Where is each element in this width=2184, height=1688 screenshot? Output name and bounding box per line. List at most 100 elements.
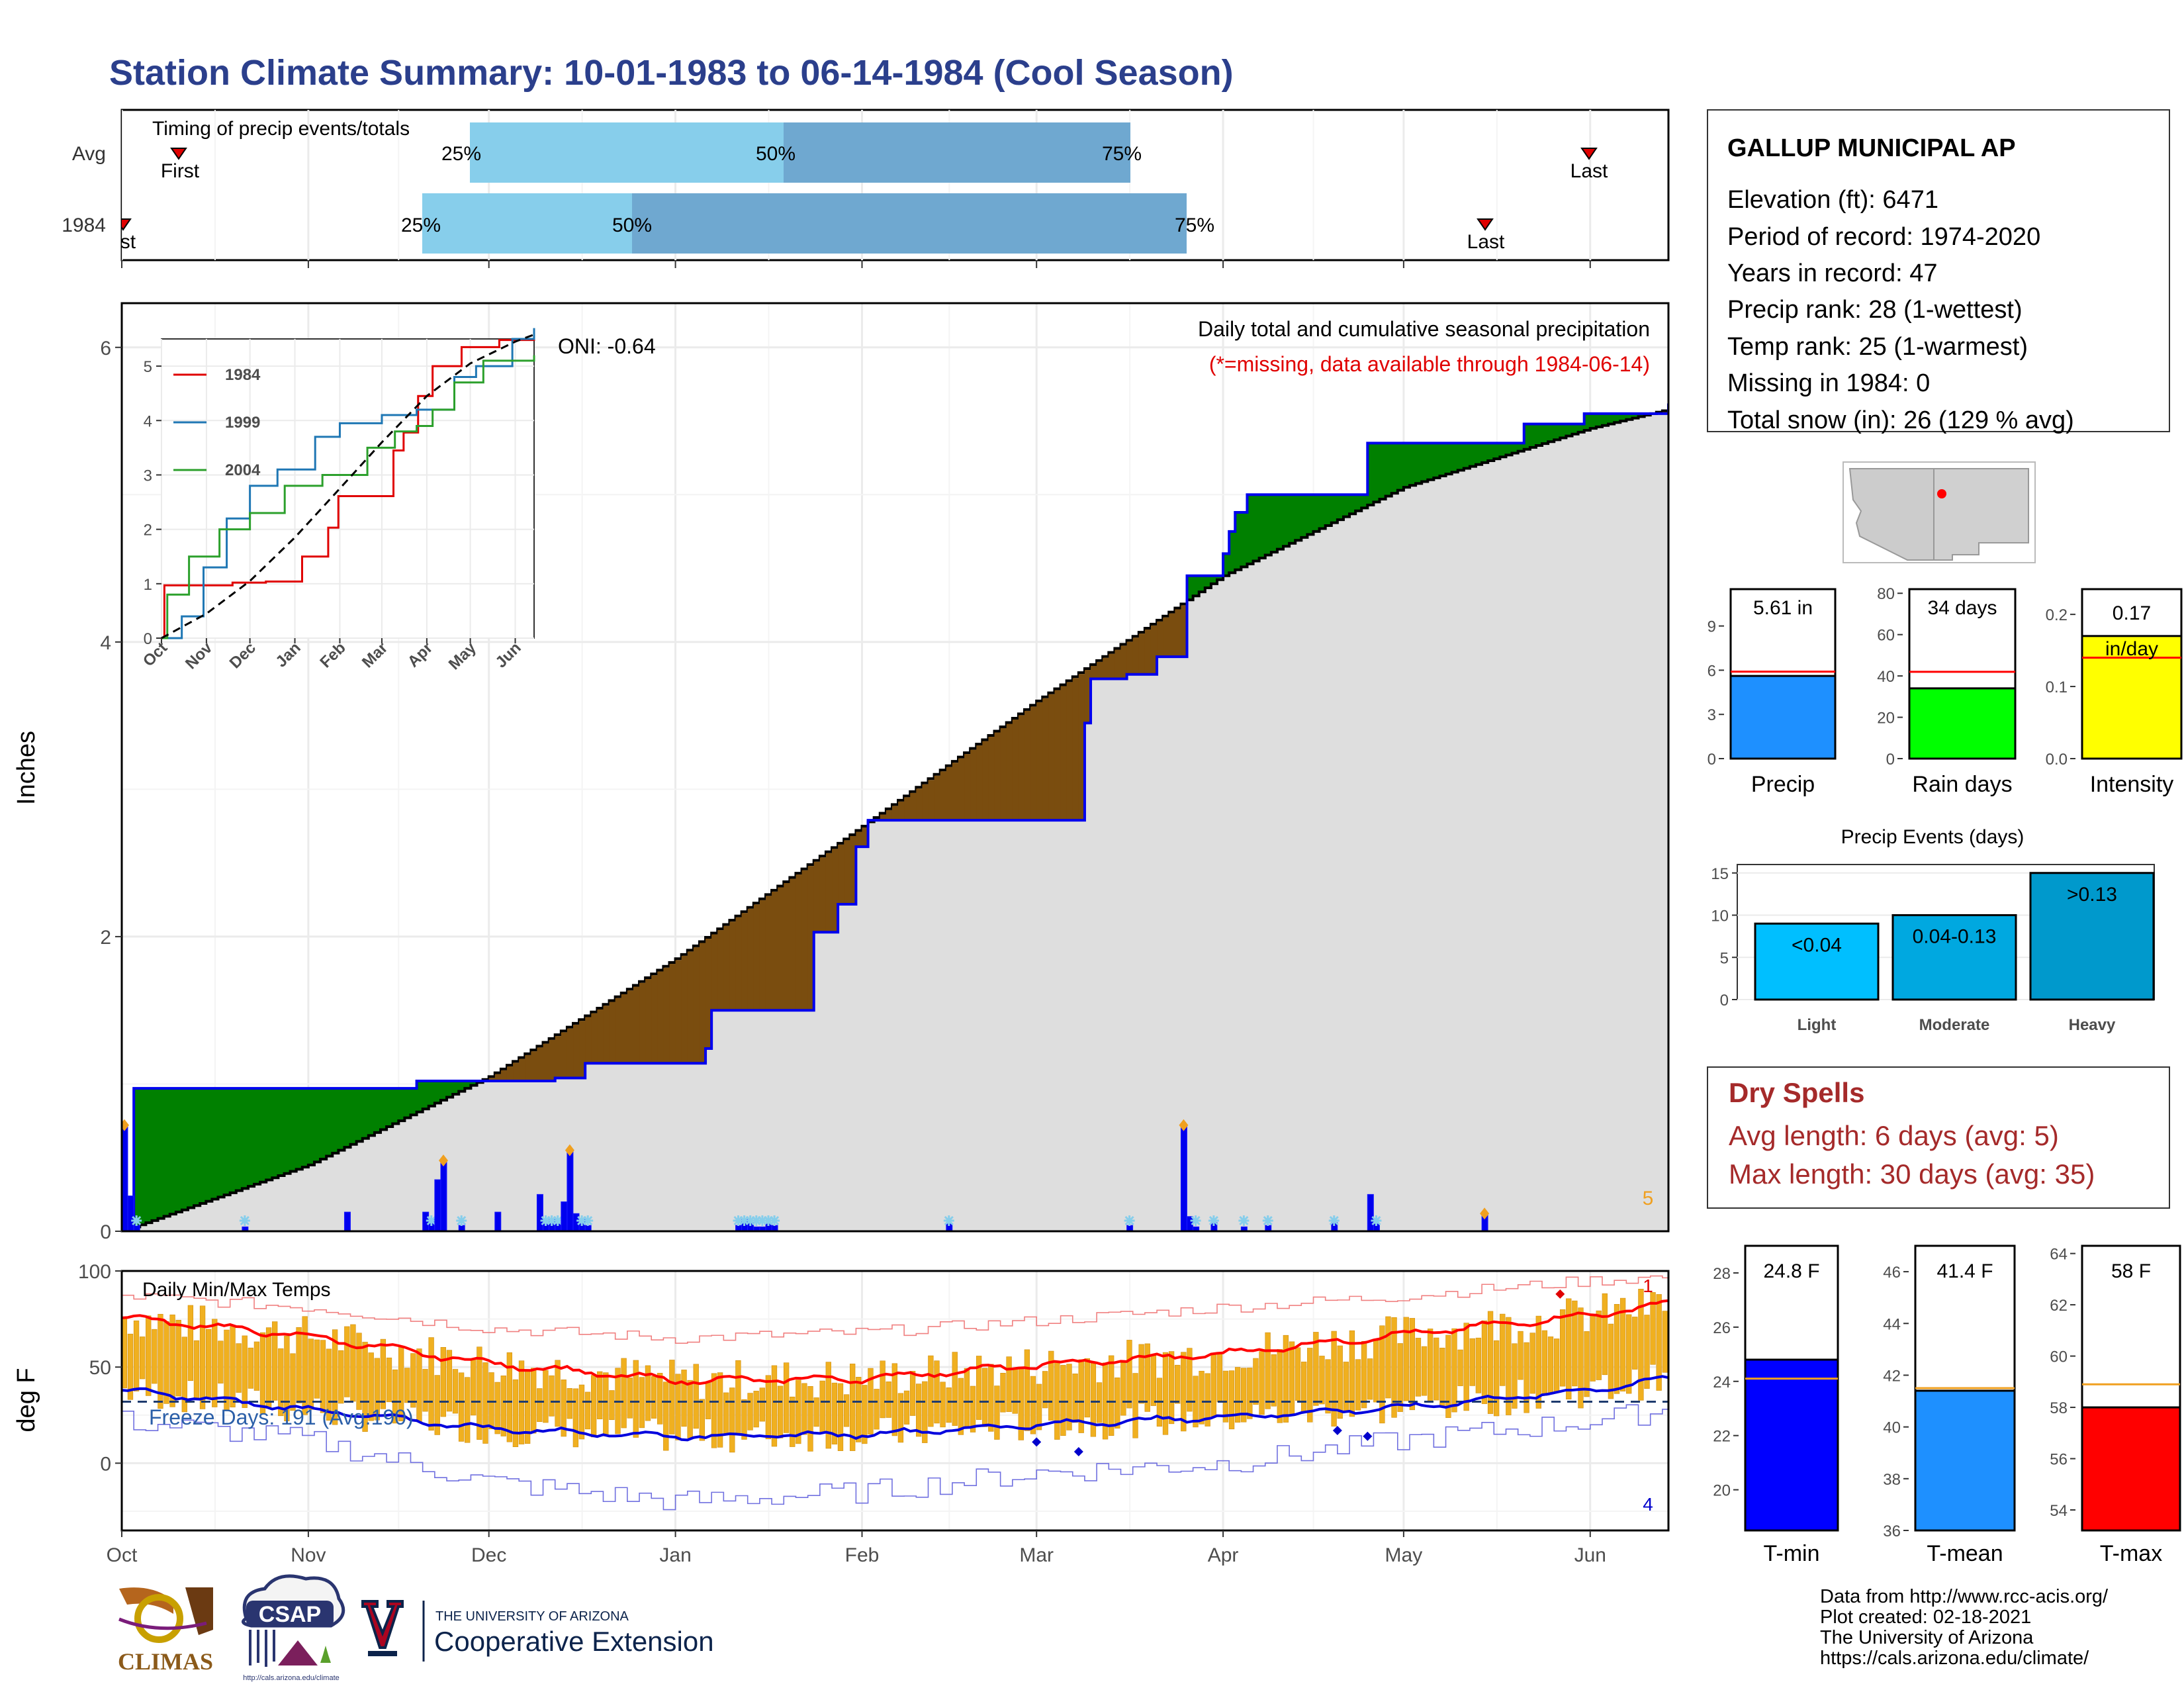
events-title: Precip Events (days)	[1841, 826, 2025, 848]
below-average-fill	[741, 913, 749, 1011]
daily-temp-range-bar	[253, 1341, 260, 1391]
above-average-fill	[194, 1088, 201, 1206]
bar-ytick-label: 80	[1877, 585, 1895, 603]
daily-temp-range-bar	[584, 1391, 591, 1430]
events-bar-heavy	[2029, 872, 2155, 1001]
daily-temp-range-bar	[380, 1338, 387, 1409]
events-category-label: Moderate	[1919, 1016, 1990, 1034]
below-average-fill	[759, 900, 766, 1011]
above-average-fill	[1626, 413, 1633, 420]
daily-temp-range-bar	[1072, 1374, 1078, 1423]
temp-bar-ytick-label: 36	[1883, 1523, 1901, 1540]
snow-icon	[745, 1215, 756, 1226]
below-average-fill	[825, 853, 833, 933]
daily-temp-range-bar	[663, 1382, 669, 1451]
below-average-fill	[506, 1066, 514, 1082]
station-temp-rank: Temp rank: 25 (1-warmest)	[1727, 333, 2028, 361]
daily-temp-range-bar	[891, 1363, 897, 1436]
below-average-fill	[1097, 661, 1103, 679]
below-average-fill	[747, 908, 754, 1011]
daily-temp-range-bar	[578, 1384, 585, 1440]
daily-temp-range-bar	[934, 1360, 940, 1424]
daily-temp-range-bar	[669, 1360, 675, 1434]
daily-temp-range-bar	[368, 1352, 374, 1421]
daily-temp-range-bar	[1391, 1317, 1397, 1418]
daily-temp-range-bar	[1144, 1343, 1150, 1412]
below-average-fill	[735, 917, 743, 1011]
daily-temp-range-bar	[1000, 1372, 1006, 1413]
daily-temp-range-bar	[862, 1385, 868, 1444]
daily-temp-range-bar	[777, 1385, 784, 1438]
temp-bar-ytick-label: 54	[2050, 1502, 2068, 1520]
below-average-fill	[615, 998, 622, 1064]
oni-label: ONI: -0.64	[558, 334, 656, 358]
temp-ylabel: deg F	[13, 1368, 40, 1432]
below-average-fill	[573, 1024, 580, 1078]
daily-temp-range-bar	[1535, 1315, 1541, 1409]
daily-temp-range-bar	[723, 1392, 729, 1435]
events-ytick-label: 15	[1711, 865, 1729, 883]
month-label: Dec	[471, 1544, 506, 1566]
daily-temp-range-bar	[224, 1329, 230, 1411]
daily-temp-range-bar	[843, 1394, 850, 1427]
daily-temp-range-bar	[1409, 1318, 1416, 1411]
below-average-fill	[567, 1028, 574, 1078]
below-average-fill	[1126, 641, 1134, 675]
events-bar-label: 0.04-0.13	[1913, 926, 1997, 948]
above-average-fill	[188, 1088, 195, 1208]
station-years: Years in record: 47	[1727, 259, 1938, 287]
events-ytick-label: 0	[1720, 992, 1729, 1009]
station-period: Period of record: 1974-2020	[1727, 223, 2040, 251]
snow-icon	[1371, 1215, 1382, 1226]
daily-temp-range-bar	[988, 1364, 994, 1432]
above-average-fill	[175, 1088, 183, 1212]
above-average-fill	[296, 1088, 303, 1170]
daily-temp-range-bar	[440, 1347, 446, 1417]
daily-temp-range-bar	[344, 1326, 350, 1397]
precip-ytick-label: 6	[100, 338, 111, 359]
daily-temp-range-bar	[922, 1381, 928, 1443]
daily-temp-range-bar	[543, 1370, 549, 1423]
station-total-snow: Total snow (in): 26 (129 % avg)	[1727, 406, 2074, 434]
locator-map	[1843, 461, 2036, 563]
temp-bar-value-label: 24.8 F	[1763, 1260, 1819, 1282]
above-average-fill	[1331, 494, 1338, 523]
daily-temp-range-bar	[1590, 1315, 1596, 1382]
record-temp-marker	[1555, 1289, 1565, 1299]
heavy-event-marker	[1480, 1207, 1490, 1220]
precip-corner-count: 5	[1643, 1188, 1654, 1209]
below-average-fill	[790, 878, 797, 1011]
above-average-fill	[410, 1088, 418, 1115]
daily-temp-range-bar	[1433, 1337, 1439, 1401]
above-average-fill	[236, 1088, 243, 1191]
timing-1984-q2-bar	[632, 193, 1187, 254]
timing-avg-p50-label: 50%	[756, 143, 796, 165]
daily-temp-range-bar	[494, 1382, 500, 1434]
daily-temp-range-bar	[1656, 1294, 1662, 1391]
bar-name-label: Precip	[1751, 772, 1815, 797]
csap-url: http://cals.arizona.edu/climate	[243, 1674, 340, 1682]
above-average-fill	[272, 1088, 279, 1178]
record-temp-marker	[1032, 1437, 1042, 1447]
daily-temp-range-bar	[350, 1324, 356, 1402]
below-average-fill	[922, 784, 929, 821]
below-average-fill	[891, 806, 899, 821]
below-average-fill	[549, 1039, 556, 1082]
inset-average-line	[161, 334, 535, 639]
below-average-fill	[687, 951, 694, 1064]
daily-temp-range-bar	[590, 1375, 597, 1438]
daily-temp-range-bar	[1048, 1350, 1054, 1421]
daily-temp-range-bar	[705, 1381, 711, 1419]
above-average-fill	[212, 1088, 219, 1199]
daily-temp-range-bar	[278, 1348, 284, 1417]
above-average-fill	[1223, 553, 1230, 576]
above-average-fill	[1572, 424, 1579, 434]
daily-temp-range-bar	[1355, 1359, 1361, 1411]
bar-precip	[1729, 675, 1837, 760]
missing-note: (*=missing, data available through 1984-…	[1209, 352, 1650, 376]
daily-temp-range-bar	[1602, 1293, 1608, 1376]
above-average-fill	[284, 1088, 291, 1174]
above-average-fill	[1229, 531, 1236, 573]
